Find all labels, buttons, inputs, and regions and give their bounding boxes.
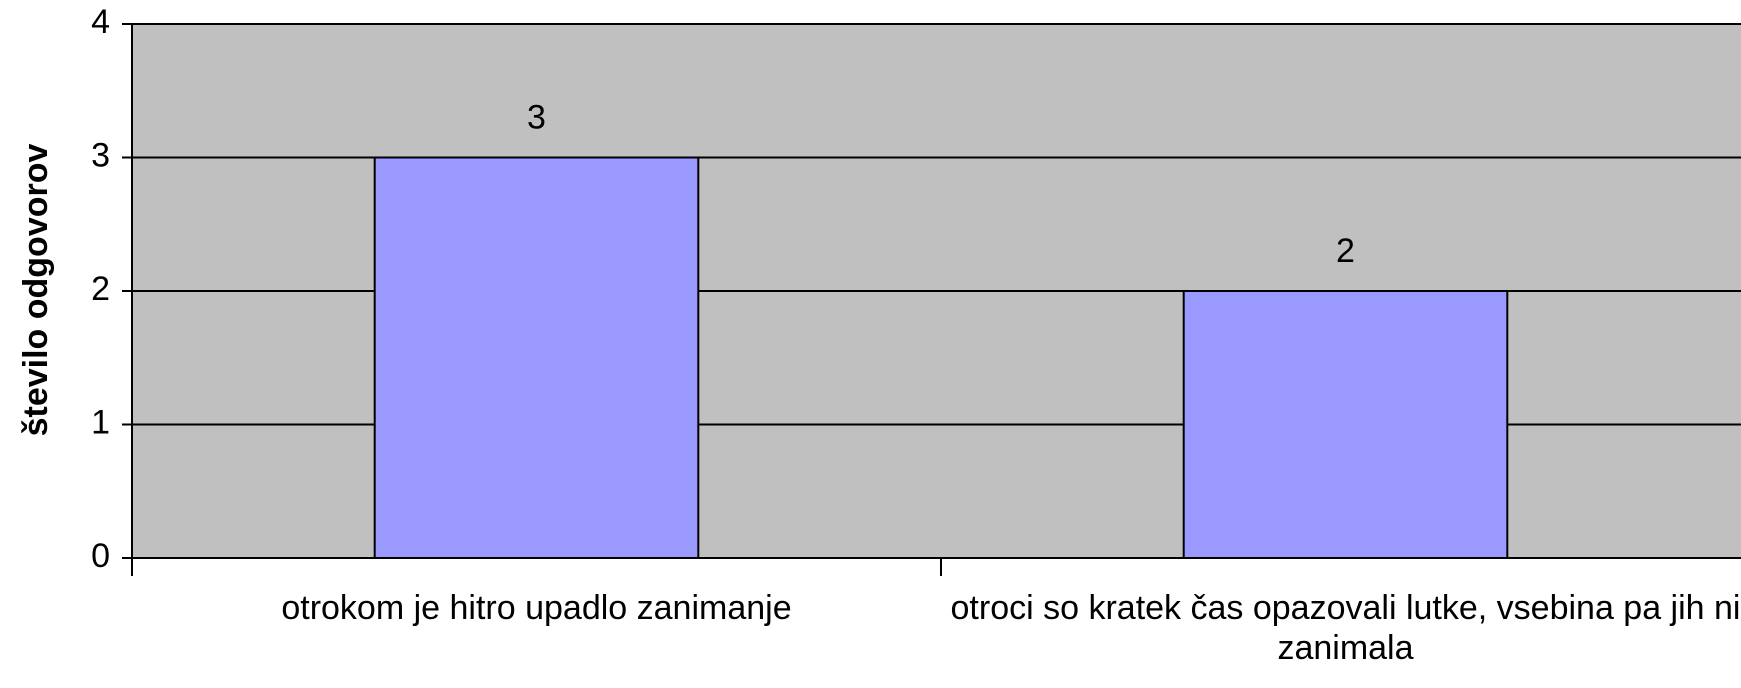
y-tick-label: 4 [91, 3, 110, 41]
y-axis-label: število odgovorov [17, 144, 55, 437]
bar [373, 156, 700, 559]
value-label: 3 [527, 98, 546, 136]
y-tick-label: 3 [91, 136, 110, 174]
y-tick-label: 0 [91, 537, 110, 575]
value-label: 2 [1336, 232, 1355, 270]
x-tick-label-box: otrokom je hitro upadlo zanimanje [281, 589, 792, 627]
x-tick-label-box: otroci so kratek čas opazovali lutke, vs… [950, 589, 1741, 667]
x-tick-label: otroci so kratek čas opazovali lutke, vs… [950, 589, 1741, 667]
x-tick-label: otrokom je hitro upadlo zanimanje [281, 589, 792, 627]
y-tick-label: 1 [91, 403, 110, 441]
bar [1182, 290, 1509, 559]
y-tick-label: 2 [91, 270, 110, 308]
